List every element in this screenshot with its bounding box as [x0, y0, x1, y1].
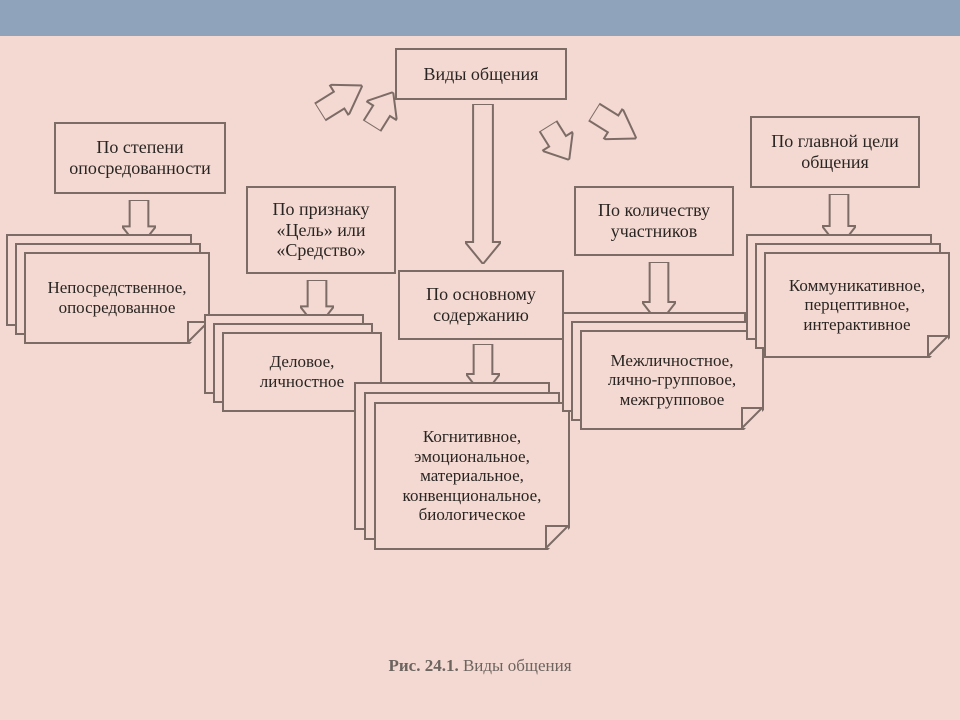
examples-card-label: Деловое, личностное	[230, 352, 374, 391]
category-box-goal: По главной цели общения	[750, 116, 920, 188]
examples-card-label: Когнитивное, эмоциональное, материальное…	[382, 427, 562, 525]
arrow-from-root-participants	[533, 116, 585, 169]
figure-caption: Рис. 24.1. Виды общения	[280, 656, 680, 676]
category-box-content: По основному содержанию	[398, 270, 564, 340]
figure-caption-prefix: Рис. 24.1.	[388, 656, 458, 675]
examples-card-content: Когнитивное, эмоциональное, материальное…	[354, 382, 570, 550]
category-box-mediacy: По степени опосредованности	[54, 122, 226, 194]
examples-card-label: Непосредственное, опосредованное	[32, 278, 202, 317]
category-box-label: По количеству участников	[580, 200, 728, 241]
figure-caption-text: Виды общения	[459, 656, 572, 675]
diagram-stage: Виды общения По степени опосредованности…	[0, 0, 960, 720]
root-box: Виды общения	[395, 48, 567, 100]
category-box-label: По главной цели общения	[756, 131, 914, 172]
category-box-label: По признаку «Цель» или «Средство»	[252, 199, 390, 261]
topbar-stripe	[0, 0, 960, 36]
category-box-label: По основному содержанию	[404, 284, 558, 325]
arrow-from-root-goal	[584, 97, 645, 154]
category-box-label: По степени опосредованности	[60, 137, 220, 178]
root-box-label: Виды общения	[424, 64, 539, 85]
category-box-participants: По количеству участников	[574, 186, 734, 256]
examples-card-goal: Коммуникативное, перцептивное, интеракти…	[746, 234, 950, 358]
arrow-from-root-content	[465, 104, 501, 264]
category-box-purpose_means: По признаку «Цель» или «Средство»	[246, 186, 396, 274]
examples-card-label: Межличностное, лично-групповое, межгрупп…	[588, 351, 756, 410]
examples-card-mediacy: Непосредственное, опосредованное	[6, 234, 210, 344]
examples-card-participants: Межличностное, лично-групповое, межгрупп…	[562, 312, 764, 430]
examples-card-label: Коммуникативное, перцептивное, интеракти…	[772, 276, 942, 335]
